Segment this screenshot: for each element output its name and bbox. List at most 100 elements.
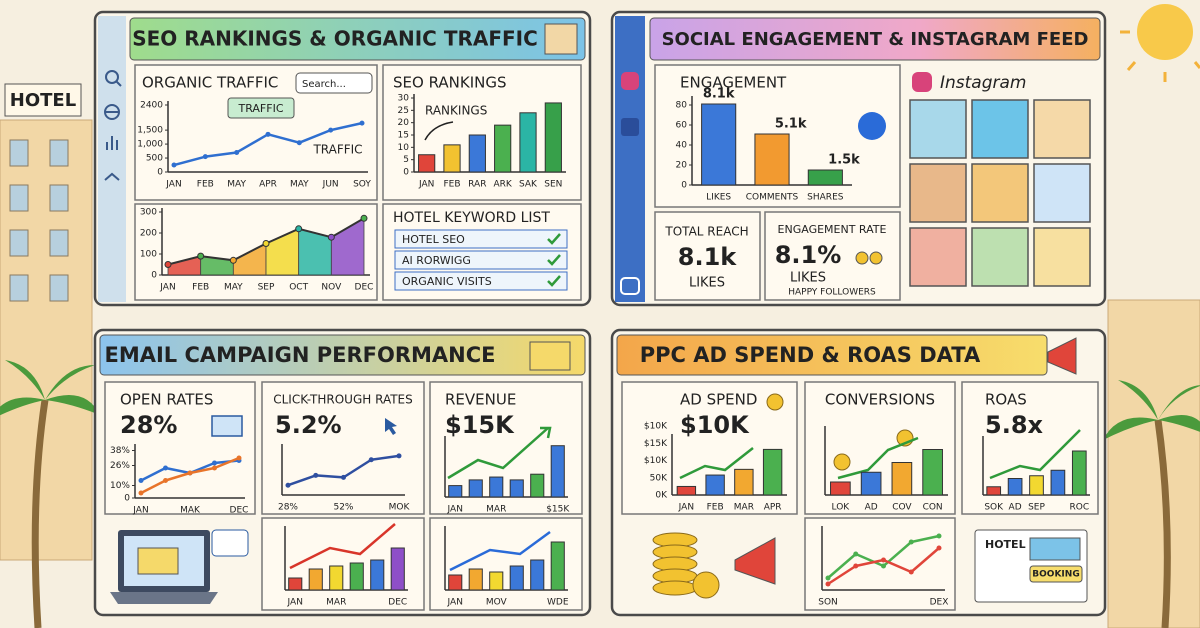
- x-tick-label: DEC: [230, 506, 249, 516]
- bar: [468, 479, 483, 498]
- point: [138, 490, 144, 496]
- callout-box: [227, 97, 295, 119]
- point: [881, 563, 886, 569]
- point: [296, 140, 302, 146]
- panel-header: [616, 334, 1048, 376]
- x-tick-label: LIKES: [706, 193, 731, 203]
- booking-title: HOTEL: [985, 538, 1026, 551]
- x-tick-label: JAN: [159, 283, 175, 293]
- y-axis-label: $10K: [644, 456, 668, 466]
- bar: [1029, 475, 1044, 496]
- point: [163, 465, 168, 471]
- card-title: CLICK-THROUGH RATES: [273, 393, 413, 407]
- feed-title: Instagram: [940, 73, 1027, 93]
- bar: [468, 568, 483, 591]
- facebook-icon: [858, 112, 886, 140]
- x-tick-label: ROC: [1069, 503, 1089, 513]
- x-tick-label: SON: [818, 598, 838, 608]
- hotel-sign-text: HOTEL: [10, 90, 76, 111]
- x-tick-label: JAN: [447, 598, 463, 608]
- callout: TRAFFIC: [312, 143, 362, 157]
- reach-card: [654, 211, 761, 301]
- bar: [1050, 469, 1066, 496]
- stat-value: 8.1%: [775, 241, 842, 269]
- x-tick-label: OCT: [289, 283, 308, 293]
- stat-value: $10K: [680, 411, 750, 439]
- y-tick-label: 40: [676, 141, 688, 151]
- feed-tile: [1033, 99, 1091, 159]
- point: [825, 581, 831, 587]
- point: [359, 120, 365, 126]
- stat-value: $15K: [445, 411, 515, 439]
- x-tick-label: JAN: [165, 180, 181, 190]
- y-tick-label: 80: [676, 101, 688, 111]
- instagram-icon: [912, 72, 932, 92]
- value-label: 5.1k: [775, 117, 807, 132]
- bar: [1007, 478, 1023, 496]
- point: [236, 455, 242, 461]
- panel-title: SOCIAL ENGAGEMENT & INSTAGRAM FEED: [662, 29, 1089, 50]
- y-tick-label: 20: [398, 118, 410, 128]
- x-tick-label: SHARES: [807, 193, 844, 203]
- y-tick-label: 1,500: [137, 126, 163, 136]
- x-tick-label: AD: [1009, 503, 1022, 513]
- y-tick-label: 500: [146, 154, 163, 164]
- open-card: [104, 381, 256, 515]
- x-tick-label: FEB: [707, 503, 724, 513]
- bar: [550, 445, 565, 498]
- y-axis-label: 50K: [650, 473, 668, 483]
- x-tick-label: FEB: [192, 283, 209, 293]
- bar: [349, 562, 364, 591]
- bar: [734, 468, 754, 496]
- hotel-icon: [544, 23, 578, 55]
- point: [908, 569, 914, 575]
- booking-button[interactable]: [1029, 565, 1083, 583]
- keyword: AI RORWIGG: [402, 254, 471, 267]
- x-tick-label: JAN: [678, 503, 694, 513]
- panel-header: [99, 334, 586, 376]
- search-box[interactable]: [295, 72, 373, 94]
- x-tick-label: APR: [764, 503, 782, 513]
- bar: [891, 462, 913, 496]
- panel-title: EMAIL CAMPAIGN PERFORMANCE: [105, 343, 496, 367]
- bar: [390, 547, 405, 591]
- point: [171, 162, 177, 168]
- keyword-row: [394, 271, 568, 291]
- stat-value: 5.8x: [985, 411, 1044, 439]
- x-tick-label: 52%: [333, 503, 353, 513]
- sidebar-icons: [104, 70, 122, 181]
- bar: [489, 571, 504, 591]
- card-title: SEO RANKINGS: [393, 74, 507, 92]
- point: [341, 474, 346, 480]
- y-axis-label: 0K: [655, 491, 668, 501]
- coin-icons: [652, 393, 914, 599]
- check-icon: [547, 275, 561, 287]
- point: [212, 465, 217, 471]
- ctr-card: [261, 381, 425, 515]
- panel-title: PPC AD SPEND & ROAS DATA: [640, 343, 981, 367]
- x-tick-label: FEB: [443, 180, 460, 190]
- keyword-row: [394, 250, 568, 270]
- card-title: ENGAGEMENT: [680, 74, 787, 92]
- keyword-row: [394, 229, 568, 249]
- point: [202, 154, 208, 160]
- y-axis-label: $10K: [644, 422, 668, 432]
- background: HOTEL: [0, 4, 1200, 628]
- stat-note: HAPPY FOLLOWERS: [788, 288, 876, 298]
- x-tick-label: WDE: [547, 598, 569, 608]
- x-tick-label: MAK: [180, 506, 201, 516]
- x-tick-label: SOK: [984, 503, 1004, 513]
- stat-value: 5.2%: [275, 411, 342, 439]
- bar: [530, 473, 545, 498]
- x-tick-label: JAN: [447, 505, 463, 515]
- card-title: AD SPEND: [680, 391, 757, 409]
- y-tick-label: 100: [140, 250, 157, 260]
- x-tick-label: SAK: [519, 180, 538, 190]
- point: [328, 127, 334, 133]
- card-title: ORGANIC TRAFFIC: [142, 74, 278, 92]
- x-tick-label: AD: [865, 503, 878, 513]
- x-tick-label: MAY: [227, 180, 246, 190]
- bar: [544, 102, 562, 173]
- mail-icon: [211, 415, 243, 437]
